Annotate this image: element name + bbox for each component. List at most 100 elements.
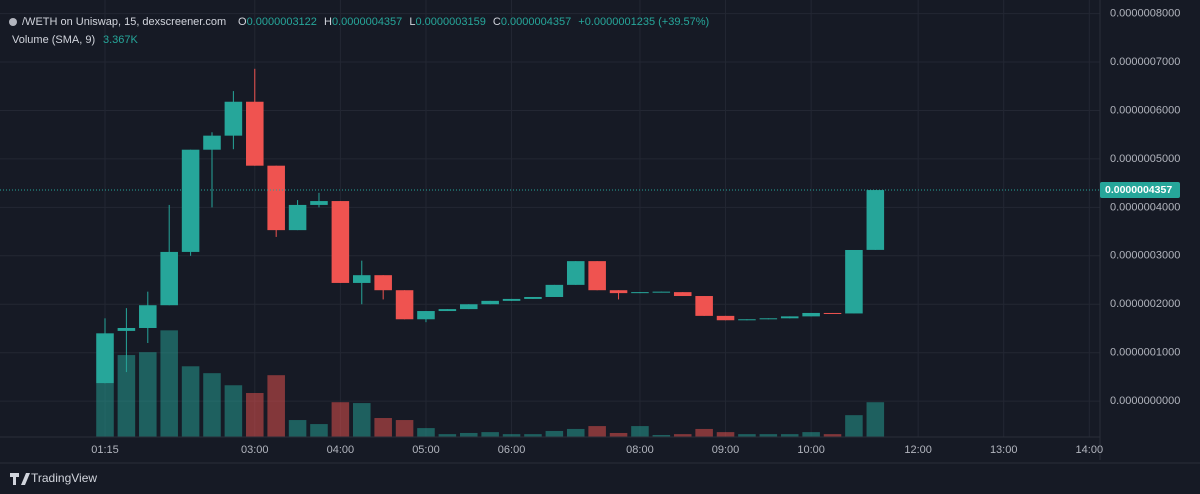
volume-bar: [310, 424, 328, 437]
volume-bar: [288, 420, 307, 437]
volume-bar: [331, 402, 350, 437]
candle-body: [353, 275, 371, 283]
x-tick-label: 04:00: [327, 444, 355, 456]
y-tick-label: 0.0000008000: [1110, 7, 1180, 19]
candle-body: [502, 298, 521, 301]
volume-bar: [395, 420, 414, 437]
candle-body: [716, 315, 735, 321]
x-tick-label: 09:00: [712, 444, 740, 456]
candle-body: [545, 284, 564, 297]
last-price-box: [1100, 182, 1180, 199]
candle-body: [673, 292, 692, 297]
volume-bar: [459, 432, 478, 437]
volume-bar: [673, 434, 692, 437]
x-tick-label: 12:00: [904, 444, 932, 456]
volume-bar: [502, 434, 521, 437]
candle-body: [374, 275, 392, 291]
volume-bar: [823, 434, 842, 437]
l-key: L: [409, 16, 415, 28]
candle-body: [866, 190, 885, 250]
volume-bar: [845, 415, 863, 437]
o-val: 0.0000003122: [247, 16, 317, 28]
x-tick-label: 14:00: [1076, 444, 1104, 456]
c-key: C: [493, 16, 501, 28]
y-tick-label: 0.0000000000: [1110, 395, 1180, 407]
y-tick-label: 0.0000004000: [1110, 201, 1180, 213]
volume-bar: [267, 375, 285, 437]
candle-body: [224, 101, 243, 136]
candle-body: [288, 204, 307, 231]
candle-body: [160, 251, 178, 306]
l-val: 0.0000003159: [415, 16, 485, 28]
y-tick-label: 0.0000001000: [1110, 347, 1180, 359]
y-tick-label: 0.0000007000: [1110, 56, 1180, 68]
volume-bar: [716, 432, 735, 437]
last-price-label: 0.0000004357: [1105, 184, 1172, 196]
volume-bar: [780, 434, 799, 437]
volume-bar: [246, 393, 264, 437]
volume-label: Volume (SMA, 9): [12, 34, 95, 46]
candle-body: [845, 249, 863, 314]
symbol-icon: [9, 18, 17, 26]
candle-body: [695, 296, 713, 316]
y-tick-label: 0.0000003000: [1110, 250, 1180, 262]
volume-bar: [374, 418, 392, 437]
x-tick-label: 06:00: [498, 444, 526, 456]
volume-bar: [759, 434, 778, 437]
h-key: H: [324, 16, 332, 28]
candle-body: [310, 201, 328, 205]
volume-bar: [738, 434, 756, 437]
candle-body: [267, 165, 285, 231]
candles: [0, 68, 1100, 384]
c-val: 0.0000004357: [501, 16, 571, 28]
volume-bar: [160, 330, 178, 437]
volume-bar: [588, 426, 606, 437]
candle-body: [417, 311, 435, 320]
x-tick-label: 01:15: [91, 444, 119, 456]
candle-body: [524, 296, 542, 299]
volume-bar: [117, 355, 136, 437]
candle-body: [481, 300, 499, 305]
candle-body: [823, 312, 842, 314]
volume-bar: [545, 430, 564, 437]
candle-body: [802, 312, 820, 317]
symbol: /WETH on Uniswap, 15, dexscreener.com: [22, 16, 226, 28]
y-tick-label: 0.0000005000: [1110, 153, 1180, 165]
brand-name: TradingView: [31, 471, 97, 485]
candle-body: [566, 261, 585, 285]
volume-bar: [866, 402, 885, 437]
volume-bar: [524, 434, 542, 437]
volume-bar: [652, 434, 671, 437]
volume-bar: [481, 432, 499, 437]
volume-bar: [96, 383, 114, 437]
candle-body: [759, 318, 778, 320]
volume-bar: [566, 428, 585, 437]
candle-body: [203, 135, 221, 150]
h-val: 0.0000004357: [332, 16, 402, 28]
x-tick-label: 13:00: [990, 444, 1018, 456]
candle-body: [181, 149, 200, 252]
change: +0.0000001235 (+39.57%): [578, 16, 709, 28]
volume-pane: [96, 330, 885, 437]
candle-body: [96, 333, 114, 384]
y-tick-label: 0.0000006000: [1110, 104, 1180, 116]
o-key: O: [238, 16, 247, 28]
volume-bar: [631, 426, 649, 437]
x-tick-label: 10:00: [797, 444, 825, 456]
brand-logo: [10, 473, 30, 485]
volume-bar: [802, 432, 820, 437]
volume-bar: [353, 403, 371, 437]
candle-body: [631, 292, 649, 294]
brand: TradingView: [10, 471, 97, 485]
candle-body: [438, 309, 457, 312]
candle-body: [652, 291, 671, 293]
volume-bar: [609, 432, 628, 437]
candle-body: [331, 201, 350, 283]
x-tick-label: 05:00: [412, 444, 440, 456]
header: /WETH on Uniswap, 15, dexscreener.com O0…: [9, 16, 709, 46]
candle-body: [117, 327, 136, 331]
volume-bar: [417, 428, 435, 437]
candle-body: [246, 101, 264, 166]
